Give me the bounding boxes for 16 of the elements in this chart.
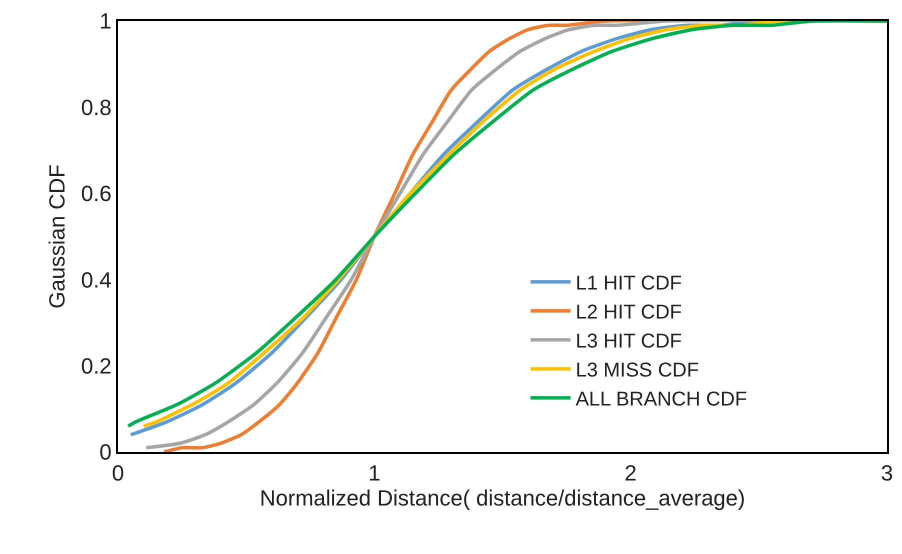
y-tick-label: 1 <box>99 8 112 34</box>
x-tick-label: 2 <box>624 460 637 486</box>
legend-label: L2 HIT CDF <box>576 302 682 324</box>
legend-label: L1 HIT CDF <box>576 272 682 295</box>
y-axis-title: Gaussian CDF <box>44 164 70 309</box>
legend-label: L3 MISS CDF <box>576 360 699 382</box>
y-tick-label: 0 <box>99 440 112 465</box>
y-tick-label: 0.8 <box>81 94 112 120</box>
y-tick-label: 0.6 <box>81 181 112 206</box>
x-tick-label: 1 <box>368 460 380 486</box>
y-tick-label: 0.2 <box>81 354 112 378</box>
x-axis-title: Normalized Distance( distance/distance_average) <box>260 485 746 510</box>
y-tick-label: 0.4 <box>81 267 112 292</box>
x-tick-label: 3 <box>880 460 894 486</box>
legend-label: L3 HIT CDF <box>576 330 682 353</box>
legend-label: ALL BRANCH CDF <box>576 388 748 411</box>
